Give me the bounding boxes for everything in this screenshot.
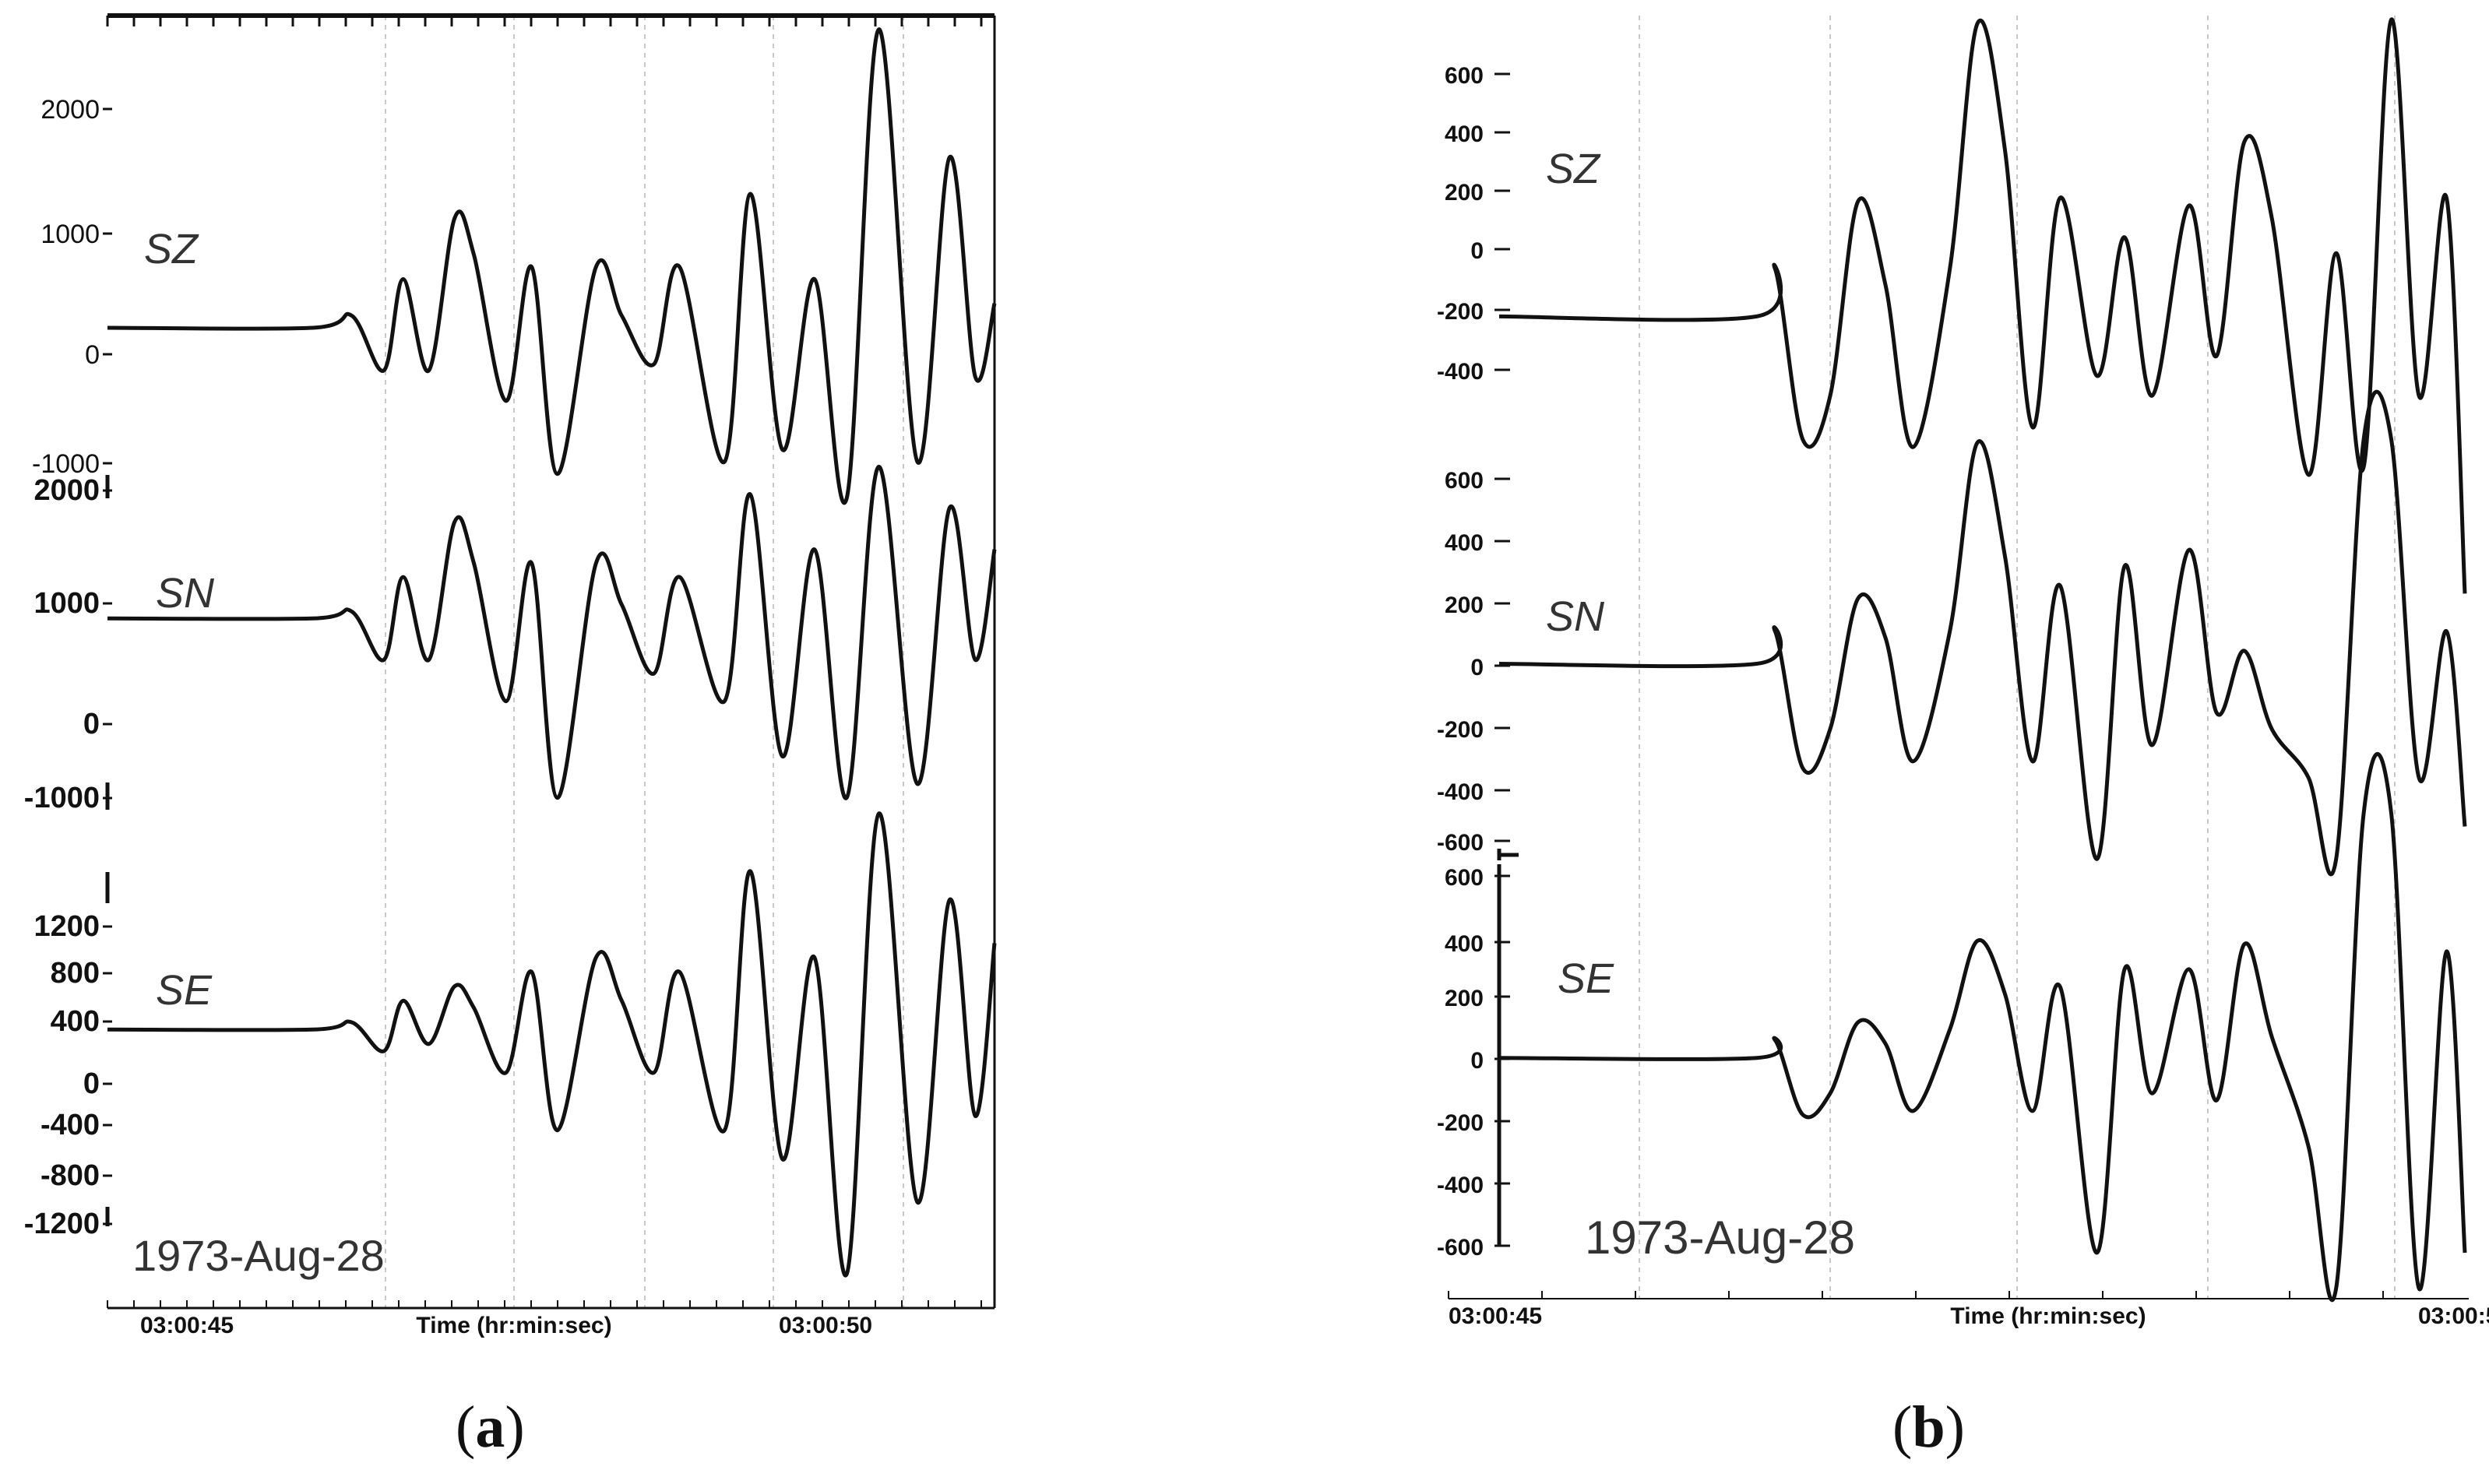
y-tick-label: -1000 xyxy=(32,449,100,479)
y-tick-label: -600 xyxy=(1437,830,1484,856)
trace-se xyxy=(1498,752,2467,1303)
y-tick-label: -400 xyxy=(1437,359,1484,385)
y-tick-label: 0 xyxy=(83,708,100,740)
y-tick-label: 600 xyxy=(1445,468,1484,494)
y-tick-label: 400 xyxy=(1445,530,1484,556)
y-tick-label: 0 xyxy=(1470,238,1484,264)
trace-sn xyxy=(107,464,997,800)
y-tick-label: 2000 xyxy=(40,95,100,125)
trace-se xyxy=(107,811,997,1278)
y-tick-label: 0 xyxy=(1470,1048,1484,1074)
y-tick-label: -400 xyxy=(1437,1173,1484,1198)
trace-sz xyxy=(1498,17,2467,594)
y-tick-label: 600 xyxy=(1445,865,1484,891)
y-tick-label: 1000 xyxy=(33,587,100,620)
y-tick-label: 200 xyxy=(1445,180,1484,206)
panel-b: SZ 600 400 200 0 -200 -400 SN 600 400 200 0 -200 -400… xyxy=(1437,16,2489,1329)
y-tick-label: -1000 xyxy=(24,782,100,814)
x-tick-label: 03:00:50 xyxy=(779,1313,872,1338)
trace-sz xyxy=(107,27,997,505)
y-tick-label: -400 xyxy=(1437,779,1484,805)
y-tick-label: 400 xyxy=(1445,121,1484,147)
y-tick-label: -600 xyxy=(1437,1235,1484,1261)
y-tick-label: -800 xyxy=(40,1159,100,1192)
x-axis-title: Time (hr:min:sec) xyxy=(416,1313,611,1338)
caption-b: (b) xyxy=(1892,1394,1965,1460)
trace-label-sn: SN xyxy=(1546,593,1605,640)
y-tick-label: 800 xyxy=(51,957,100,990)
y-tick-label: 0 xyxy=(83,1067,100,1100)
y-tick-label: 400 xyxy=(51,1005,100,1038)
date-label: 1973-Aug-28 xyxy=(132,1231,385,1280)
trace-label-sz: SZ xyxy=(1546,146,1601,192)
trace-sn xyxy=(1498,389,2467,877)
trace-label-sz: SZ xyxy=(144,226,199,273)
y-tick-label: 0 xyxy=(1470,655,1484,680)
y-tick-label: 1200 xyxy=(33,910,100,943)
y-tick-label: -200 xyxy=(1437,717,1484,743)
x-axis-title: Time (hr:min:sec) xyxy=(1950,1303,2146,1329)
y-tick-label: -1200 xyxy=(24,1208,100,1240)
x-tick-label: 03:00:45 xyxy=(1449,1303,1542,1329)
y-tick-label: 200 xyxy=(1445,986,1484,1011)
y-tick-label: -200 xyxy=(1437,1110,1484,1136)
y-tick-label: 600 xyxy=(1445,63,1484,89)
caption-a: (a) xyxy=(456,1394,525,1460)
x-tick-label: 03:00:50 xyxy=(2418,1303,2489,1329)
y-tick-label: -400 xyxy=(40,1109,100,1141)
y-tick-label: 0 xyxy=(85,340,100,370)
y-tick-label: 200 xyxy=(1445,593,1484,618)
y-tick-label: 1000 xyxy=(40,220,100,249)
date-label: 1973-Aug-28 xyxy=(1585,1211,1855,1264)
y-tick-label: -200 xyxy=(1437,299,1484,325)
y-tick-label: 2000 xyxy=(33,474,100,507)
trace-label-sn: SN xyxy=(156,570,215,617)
trace-label-se: SE xyxy=(1558,955,1614,1002)
y-tick-label: 400 xyxy=(1445,931,1484,957)
x-tick-label: 03:00:45 xyxy=(140,1313,234,1338)
panel-a: SZ 2000 1000 0 -1000 SN 2000 1000 0 -1000 SE 1200 80… xyxy=(24,13,997,1338)
trace-label-se: SE xyxy=(156,967,213,1014)
